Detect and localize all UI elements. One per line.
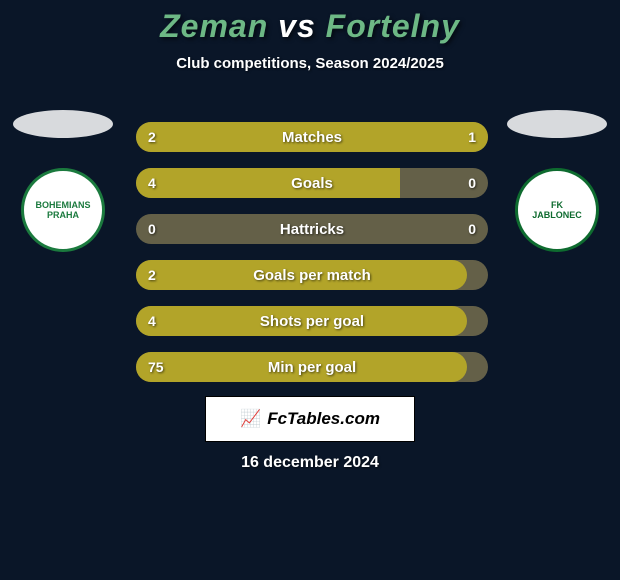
player-shadow-right [507,110,607,138]
stat-bar-row: 0 Hattricks 0 [136,214,488,244]
comparison-infographic: Zeman vs Fortelny Club competitions, Sea… [0,0,620,580]
subtitle: Club competitions, Season 2024/2025 [0,55,620,72]
title: Zeman vs Fortelny [0,8,620,45]
bar-value-right: 1 [468,129,476,145]
club-logo-left-line1: BOHEMIANS [35,200,90,210]
stat-bar-row: 75 Min per goal [136,352,488,382]
bar-label: Goals per match [253,267,371,284]
stat-bar-row: 2 Goals per match [136,260,488,290]
bar-value-left: 2 [148,267,156,283]
bar-value-right: 0 [468,221,476,237]
club-logo-left: BOHEMIANS PRAHA [21,168,105,252]
bar-value-left: 0 [148,221,156,237]
watermark-text: FcTables.com [267,409,380,429]
stat-bar-row: 2 Matches 1 [136,122,488,152]
date: 16 december 2024 [241,454,379,472]
bar-fill-left [136,168,400,198]
right-player-column: FK JABLONEC [502,110,612,252]
stat-bar-row: 4 Shots per goal [136,306,488,336]
bar-label: Shots per goal [260,313,364,330]
club-logo-left-line2: PRAHA [35,210,90,220]
title-player2: Fortelny [326,8,460,44]
player-shadow-left [13,110,113,138]
bar-label: Goals [291,175,333,192]
bar-value-left: 4 [148,313,156,329]
bar-value-left: 2 [148,129,156,145]
club-logo-right-line1: FK [532,200,582,210]
bar-label: Matches [282,129,342,146]
stat-bar-row: 4 Goals 0 [136,168,488,198]
watermark: 📈 FcTables.com [205,396,415,442]
title-player1: Zeman [160,8,268,44]
club-logo-right-line2: JABLONEC [532,210,582,220]
left-player-column: BOHEMIANS PRAHA [8,110,118,252]
chart-icon: 📈 [240,409,261,429]
bar-label: Hattricks [280,221,344,238]
club-logo-right: FK JABLONEC [515,168,599,252]
title-vs: vs [278,8,316,44]
bar-value-left: 75 [148,359,164,375]
bar-value-right: 0 [468,175,476,191]
bar-label: Min per goal [268,359,356,376]
bar-value-left: 4 [148,175,156,191]
stat-bars: 2 Matches 1 4 Goals 0 0 Hattricks 0 2 Goals per ma… [136,122,488,398]
